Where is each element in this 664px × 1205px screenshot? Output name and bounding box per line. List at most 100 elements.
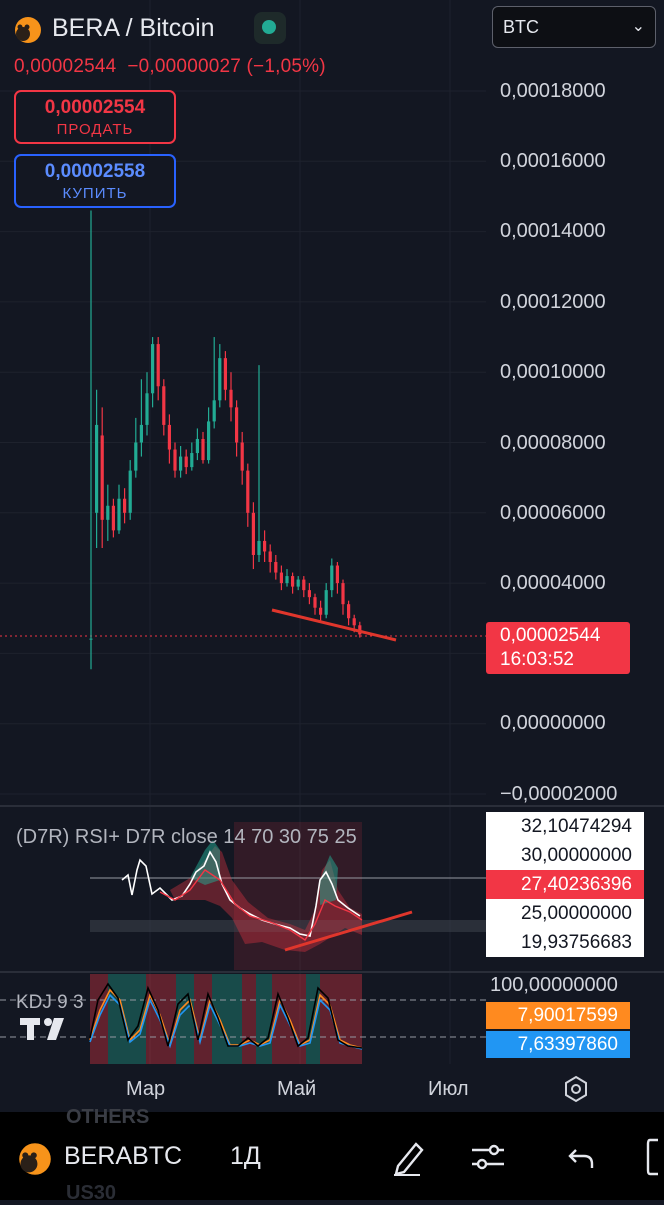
tradingview-logo-icon bbox=[20, 1018, 64, 1040]
indicator-settings-icon[interactable] bbox=[470, 1140, 506, 1174]
candle-body bbox=[229, 389, 233, 408]
candle-body bbox=[111, 505, 115, 531]
buy-label: КУПИТЬ bbox=[62, 185, 128, 202]
candle-body bbox=[201, 438, 205, 461]
last-price: 0,00002544 bbox=[14, 56, 117, 77]
candle-body bbox=[296, 579, 300, 587]
candle-body bbox=[218, 358, 222, 401]
change-pct: (−1,05%) bbox=[246, 56, 326, 77]
rsi-indicator-title[interactable]: (D7R) RSI+ D7R close 14 70 30 75 25 bbox=[16, 826, 357, 848]
kdj-value-orange: 7,90017599 bbox=[486, 1002, 630, 1029]
candle-body bbox=[89, 638, 93, 640]
sell-price: 0,00002554 bbox=[44, 97, 146, 118]
chevron-down-icon: ⌄ bbox=[631, 18, 645, 35]
candle-body bbox=[139, 424, 143, 443]
trendline-price bbox=[271, 608, 397, 642]
price-axis-label: 0,00008000 bbox=[500, 432, 606, 454]
candle-body bbox=[123, 498, 127, 513]
change-abs: −0,00000027 bbox=[127, 56, 242, 77]
fullscreen-icon[interactable] bbox=[644, 1136, 664, 1178]
candle-body bbox=[100, 435, 104, 520]
candle-body bbox=[195, 438, 199, 454]
candle-body bbox=[235, 407, 239, 443]
chart-settings-icon bbox=[565, 1075, 587, 1103]
rsi-value-box: 32,10474294 bbox=[486, 812, 644, 841]
kdj-value-blue: 7,63397860 bbox=[486, 1031, 630, 1058]
candle-body bbox=[173, 449, 177, 471]
time-axis-label: Май bbox=[277, 1078, 317, 1100]
candle-body bbox=[291, 576, 295, 587]
buy-button[interactable]: 0,00002558 КУПИТЬ bbox=[14, 154, 176, 208]
ghost-symbol: US30 bbox=[66, 1182, 117, 1204]
candle-body bbox=[240, 442, 244, 471]
time-axis-label: Мар bbox=[126, 1078, 166, 1100]
interval-button[interactable]: 1Д bbox=[230, 1142, 261, 1170]
candle-body bbox=[212, 400, 216, 422]
price-change-line: 0,00002544 −0,00000027 (−1,05%) bbox=[14, 56, 326, 78]
candle-body bbox=[106, 505, 110, 520]
buy-price: 0,00002558 bbox=[44, 161, 146, 182]
pen-draw-icon[interactable] bbox=[390, 1138, 426, 1176]
price-axis-label: 0,00006000 bbox=[500, 502, 606, 524]
price-axis-label: 0,00012000 bbox=[500, 291, 606, 313]
price-axis-label: 0,00016000 bbox=[500, 150, 606, 172]
candle-body bbox=[347, 604, 351, 619]
candle-body bbox=[335, 565, 339, 584]
bottom-toolbar bbox=[0, 1112, 664, 1200]
currency-value: BTC bbox=[503, 17, 539, 37]
bar-countdown: 16:03:52 bbox=[500, 649, 574, 670]
candle-body bbox=[145, 393, 149, 425]
rsi-value-box: 30,00000000 bbox=[486, 841, 644, 870]
candle-body bbox=[313, 597, 317, 608]
candle-body bbox=[279, 572, 283, 584]
price-axis-label: −0,00002000 bbox=[500, 783, 618, 805]
candle-body bbox=[257, 540, 261, 555]
price-axis-label: 0,00004000 bbox=[500, 572, 606, 594]
candle-body bbox=[319, 607, 323, 615]
sell-label: ПРОДАТЬ bbox=[56, 121, 134, 138]
candle-body bbox=[134, 442, 138, 471]
rsi-value-box: 25,00000000 bbox=[486, 899, 644, 928]
bera-bear-icon bbox=[19, 1143, 51, 1175]
symbol-button[interactable]: BERABTC bbox=[64, 1142, 183, 1170]
candle-body bbox=[184, 456, 188, 468]
candle-body bbox=[151, 344, 155, 394]
pair-title[interactable]: BERA / Bitcoin bbox=[52, 14, 215, 42]
candle-body bbox=[117, 498, 121, 531]
sell-button[interactable]: 0,00002554 ПРОДАТЬ bbox=[14, 90, 176, 144]
candle-body bbox=[341, 583, 345, 605]
kdj-top-value: 100,00000000 bbox=[490, 974, 618, 996]
current-price-tag: 0,00002544 16:03:52 bbox=[486, 622, 630, 674]
candle-body bbox=[128, 470, 132, 513]
candles bbox=[89, 210, 362, 670]
price-axis-label: 0,00014000 bbox=[500, 220, 606, 242]
rsi-value-box: 19,93756683 bbox=[486, 928, 644, 957]
candle-body bbox=[324, 590, 328, 615]
rsi-value-box-current: 27,40236396 bbox=[486, 870, 644, 899]
undo-icon[interactable] bbox=[566, 1142, 596, 1172]
current-price-value: 0,00002544 bbox=[500, 625, 601, 646]
candle-body bbox=[302, 579, 306, 591]
kdj-indicator-title[interactable]: KDJ 9 3 bbox=[16, 992, 84, 1013]
candle-body bbox=[179, 456, 183, 471]
ghost-symbol: OTHERS bbox=[66, 1106, 150, 1128]
candle-body bbox=[330, 565, 334, 591]
candle-body bbox=[307, 590, 311, 598]
price-axis-label: 0,00010000 bbox=[500, 361, 606, 383]
candle-body bbox=[207, 421, 211, 461]
candle-body bbox=[246, 470, 250, 513]
kdj-panel bbox=[0, 974, 486, 1064]
candle-body bbox=[162, 386, 166, 425]
candle-body bbox=[190, 453, 194, 468]
price-axis-label: 0,00018000 bbox=[500, 80, 606, 102]
candle-body bbox=[285, 576, 289, 584]
time-axis-label: Июл bbox=[428, 1078, 469, 1100]
rsi-panel bbox=[90, 822, 486, 970]
candle-body bbox=[268, 551, 272, 563]
candle-body bbox=[223, 358, 227, 390]
currency-select[interactable]: BTC ⌄ bbox=[492, 6, 656, 48]
candle-body bbox=[251, 512, 255, 555]
market-open-dot-icon bbox=[262, 20, 276, 34]
candle-body bbox=[95, 424, 99, 513]
price-axis-label: 0,00000000 bbox=[500, 712, 606, 734]
